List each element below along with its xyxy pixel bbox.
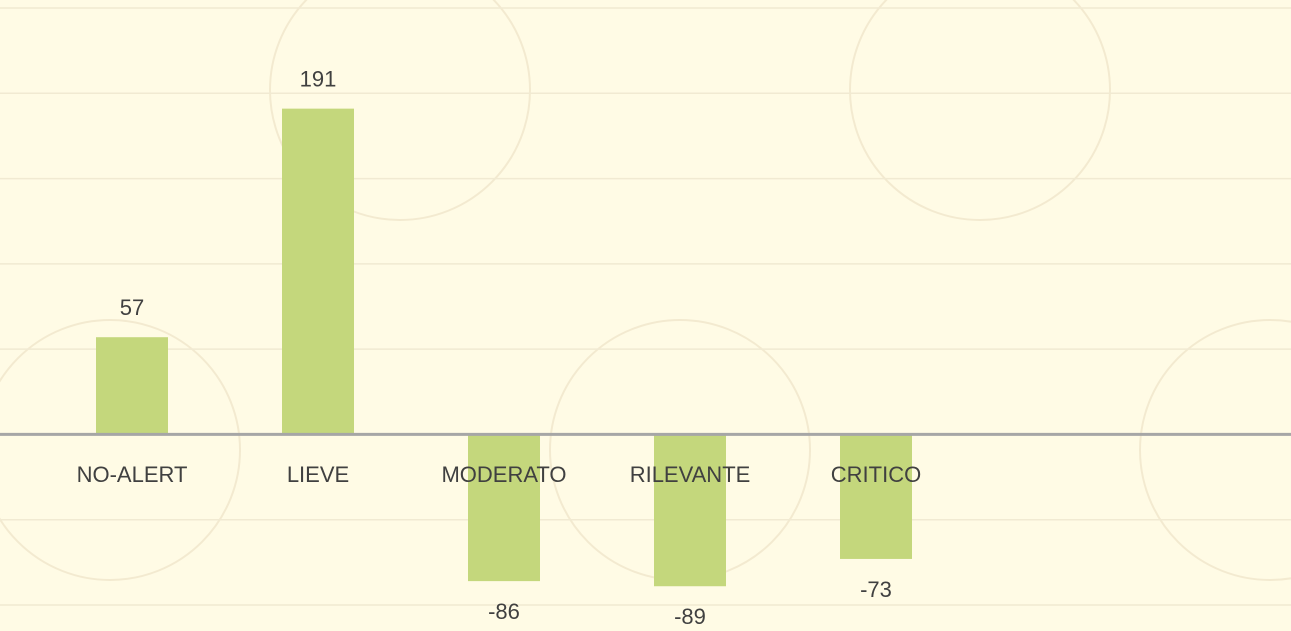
data-label: -73 — [860, 577, 892, 602]
bar — [840, 434, 912, 559]
x-tick-label: RILEVANTE — [630, 462, 751, 487]
bar — [468, 434, 540, 581]
chart: 57 191 -86 -89 -73 NO-ALERT LIEVE MODERATO RILEV… — [0, 0, 1291, 631]
x-tick-label: NO-ALERT — [77, 462, 188, 487]
page: {"chart_data": {"type": "bar", "categori… — [0, 0, 1291, 631]
data-label: -86 — [488, 599, 520, 624]
x-tick-label: LIEVE — [287, 462, 349, 487]
data-label: 191 — [300, 66, 337, 91]
x-tick-label: CRITICO — [831, 462, 921, 487]
bar — [282, 109, 354, 435]
bar — [654, 434, 726, 586]
x-tick-label: MODERATO — [441, 462, 566, 487]
bar — [96, 337, 168, 434]
background — [0, 0, 1291, 631]
data-label: -89 — [674, 604, 706, 629]
data-label: 57 — [120, 295, 144, 320]
